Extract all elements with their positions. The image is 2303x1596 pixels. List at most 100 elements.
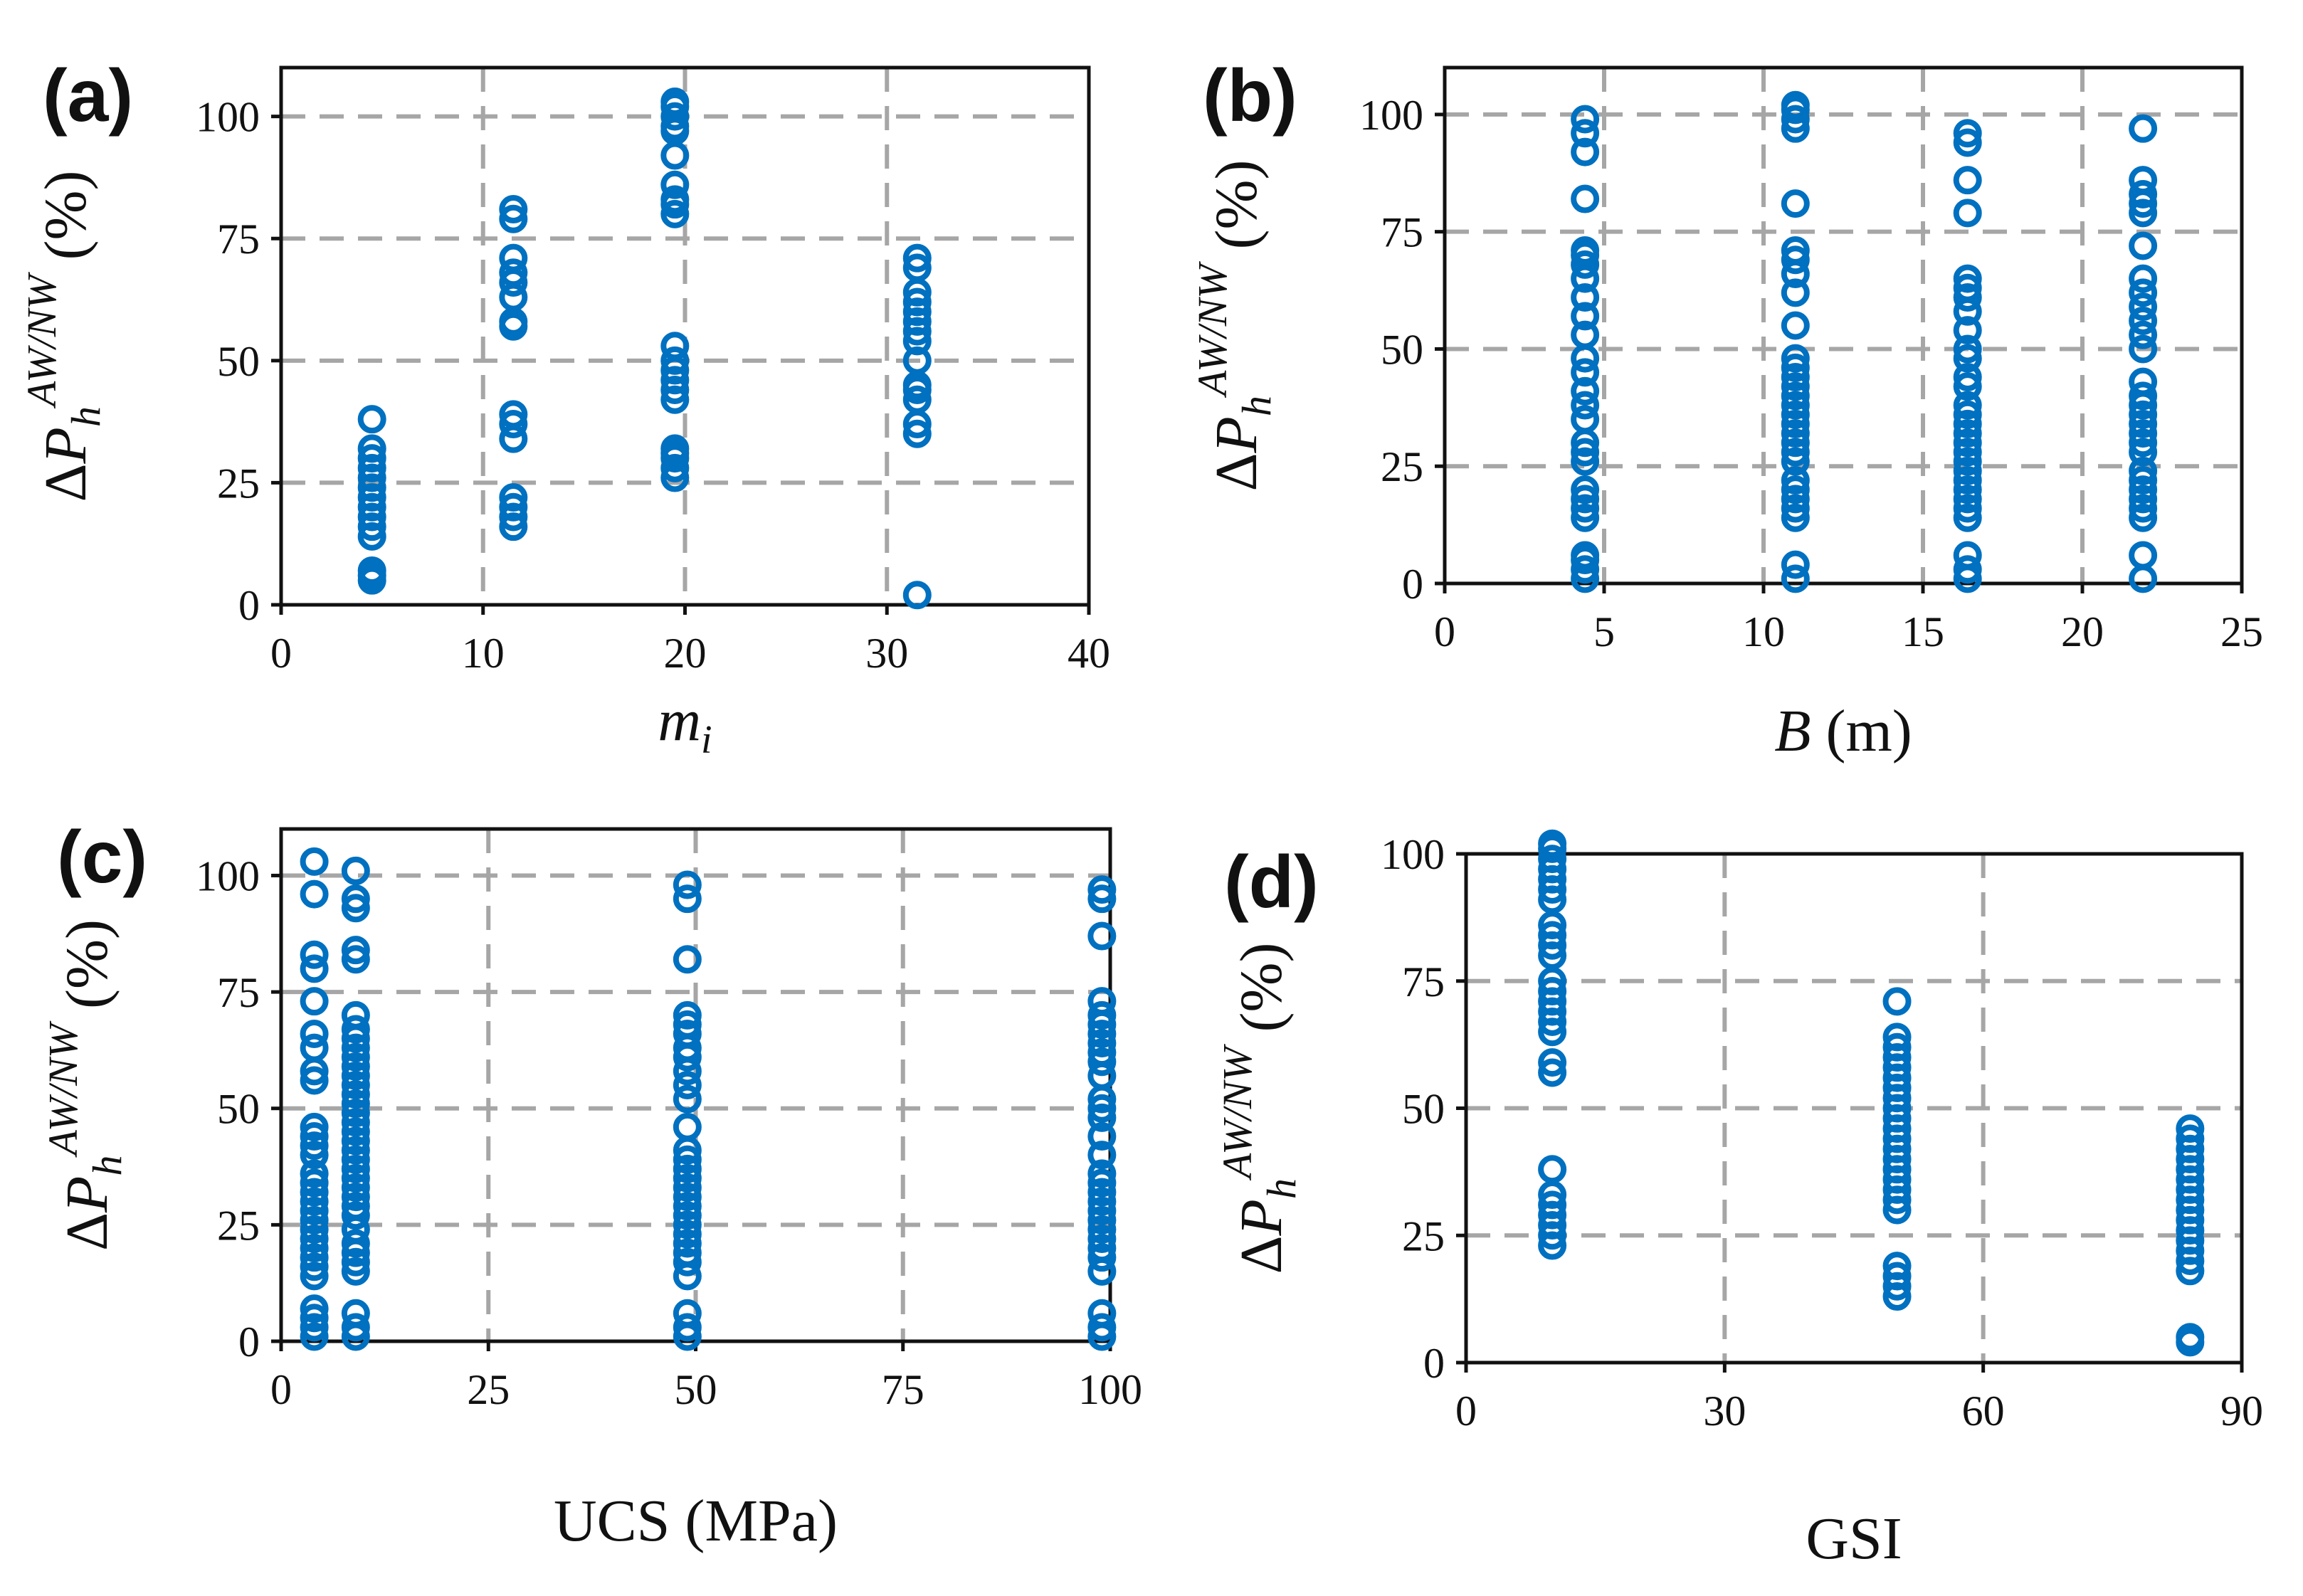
data-point (1571, 250, 1600, 279)
data-point (499, 204, 528, 233)
y-label-sup: AW/NW (19, 272, 65, 409)
data-point (1953, 438, 1982, 467)
data-point (300, 1304, 329, 1333)
data-point (341, 1061, 370, 1090)
data-point (2129, 456, 2158, 485)
data-point (673, 1247, 702, 1277)
data-point (1087, 1215, 1117, 1244)
data-point (2129, 306, 2158, 335)
data-point (341, 1201, 370, 1230)
data-point (660, 434, 690, 463)
x-tick-label: 0 (270, 630, 292, 677)
data-point (2129, 475, 2158, 504)
x-axis-label-sub: i (701, 718, 712, 762)
data-point (341, 1117, 370, 1146)
data-point (673, 1145, 702, 1174)
data-point (1953, 273, 1982, 302)
data-point (902, 253, 932, 282)
data-point (673, 1173, 702, 1202)
x-axis-label-unit: (m) (1811, 698, 1912, 764)
y-label-unit: (%) (33, 171, 99, 275)
data-point (2129, 494, 2158, 523)
data-point (1571, 391, 1600, 420)
y-axis-label: ΔPhAW/NW (%) (40, 919, 130, 1251)
data-point (1087, 875, 1117, 904)
data-point (1538, 977, 1567, 1006)
panel-b: 0 5 10 15 20 25 0 25 50 75 100 (b) B (m) ΔPhAW/NW (%) (1189, 55, 2263, 764)
data-point (2129, 264, 2158, 293)
y-label-sub: h (63, 406, 109, 427)
data-point (357, 522, 386, 551)
data-point (341, 1042, 370, 1072)
data-point (357, 444, 386, 473)
data-point (1571, 494, 1600, 523)
panel-label: (b) (1203, 55, 1297, 137)
y-tick-label: 25 (1381, 443, 1423, 490)
data-point (357, 434, 386, 463)
data-point (1538, 845, 1567, 874)
plot-frame (1443, 65, 2244, 586)
data-point (357, 492, 386, 522)
data-point (1781, 564, 1810, 593)
data-point (2129, 438, 2158, 467)
data-point (673, 870, 702, 899)
data-point (673, 1313, 702, 1342)
data-point (300, 1141, 329, 1170)
data-point (902, 346, 932, 375)
data-point (341, 1080, 370, 1109)
data-point (1882, 1252, 1912, 1281)
data-point (2129, 166, 2158, 195)
y-label-delta: Δ (54, 1212, 120, 1251)
data-point (1571, 376, 1600, 406)
data-point (673, 884, 702, 914)
data-point (1571, 320, 1600, 349)
data-point (1571, 282, 1600, 312)
data-point (357, 502, 386, 532)
data-point (2129, 114, 2158, 143)
data-point (1781, 466, 1810, 495)
x-axis-label: B (m) (1774, 698, 1912, 764)
data-point (1087, 1141, 1117, 1170)
data-point (1087, 1196, 1117, 1225)
y-tick-label: 25 (217, 1202, 260, 1249)
data-point (1953, 282, 1982, 312)
data-point (1953, 363, 1982, 391)
data-point (660, 332, 690, 361)
data-point (660, 376, 690, 404)
data-point (1571, 119, 1600, 148)
data-point (1953, 447, 1982, 476)
x-tick-label: 20 (2061, 608, 2104, 655)
data-point (902, 287, 932, 317)
data-point (660, 102, 690, 131)
data-point (673, 1238, 702, 1267)
data-point (357, 483, 386, 512)
y-tick-label: 100 (196, 94, 260, 141)
y-axis-label: ΔPhAW/NW (%) (1189, 160, 1280, 492)
data-point (902, 385, 932, 414)
x-axis-label: mi (658, 687, 712, 762)
data-point (1953, 128, 1982, 157)
y-tick-label: 0 (1423, 1340, 1445, 1387)
data-point (1538, 1155, 1567, 1184)
x-axis-label-main: m (658, 687, 701, 754)
data-point (357, 463, 386, 492)
data-point (1781, 428, 1810, 458)
data-point (1087, 1299, 1117, 1328)
y-tick-label: 75 (217, 216, 260, 263)
data-point (1781, 447, 1810, 476)
y-tick-label: 50 (1402, 1086, 1445, 1133)
data-point (1953, 555, 1982, 584)
data-point (1571, 438, 1600, 467)
data-point (341, 1173, 370, 1202)
data-point (1953, 475, 1982, 504)
data-point (300, 1243, 329, 1272)
data-point (1781, 475, 1810, 504)
data-point (1953, 494, 1982, 523)
data-point (902, 317, 932, 346)
data-point (1087, 1159, 1117, 1188)
data-point (2129, 367, 2158, 396)
y-label-delta: Δ (33, 463, 99, 502)
y-tick-label: 75 (217, 969, 260, 1016)
data-point (1087, 1020, 1117, 1048)
